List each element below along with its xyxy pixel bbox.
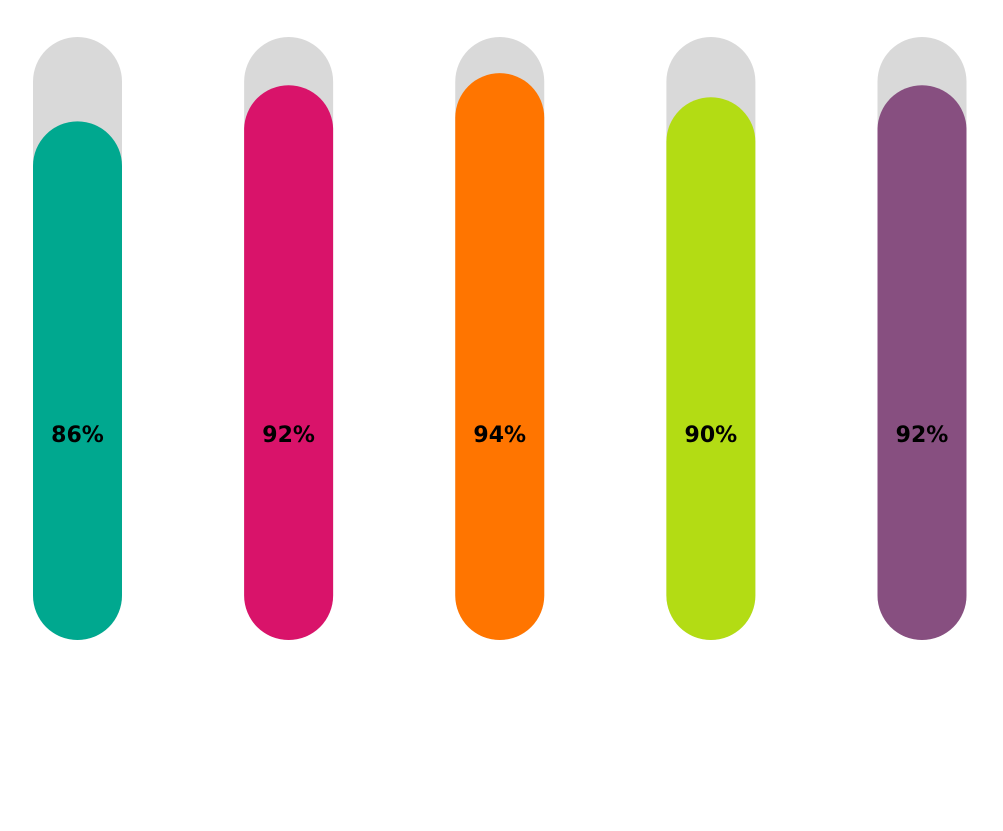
bar-label-2: 94% <box>473 423 526 448</box>
bar-group-2: 94% <box>455 37 545 641</box>
bar-fill-0 <box>33 121 122 641</box>
bar-label-4: 92% <box>896 423 949 448</box>
bar-fill-3 <box>666 97 756 641</box>
bar-fill-4 <box>877 85 967 641</box>
bar-group-0: 86% <box>33 37 122 641</box>
bar-label-3: 90% <box>685 423 738 448</box>
bar-group-3: 90% <box>666 37 756 641</box>
bar-fill-2 <box>455 73 545 641</box>
bar-group-1: 92% <box>244 37 334 641</box>
bar-fill-1 <box>244 85 334 641</box>
bar-label-0: 86% <box>51 423 104 448</box>
bar-group-4: 92% <box>877 37 967 641</box>
bar-label-1: 92% <box>262 423 315 448</box>
